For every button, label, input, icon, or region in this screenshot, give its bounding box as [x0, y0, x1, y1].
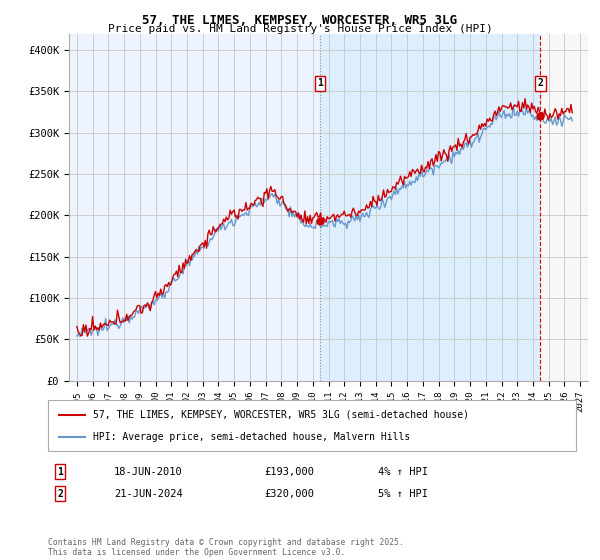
Text: 2: 2 — [57, 489, 63, 499]
Text: 1: 1 — [57, 466, 63, 477]
Text: HPI: Average price, semi-detached house, Malvern Hills: HPI: Average price, semi-detached house,… — [93, 432, 410, 442]
Text: 21-JUN-2024: 21-JUN-2024 — [114, 489, 183, 499]
Bar — [320, 34, 540, 381]
Text: 1: 1 — [317, 78, 323, 88]
Bar — [540, 34, 588, 381]
FancyBboxPatch shape — [48, 400, 576, 451]
Text: £193,000: £193,000 — [264, 466, 314, 477]
Text: 57, THE LIMES, KEMPSEY, WORCESTER, WR5 3LG: 57, THE LIMES, KEMPSEY, WORCESTER, WR5 3… — [143, 14, 458, 27]
Text: 4% ↑ HPI: 4% ↑ HPI — [378, 466, 428, 477]
Text: 18-JUN-2010: 18-JUN-2010 — [114, 466, 183, 477]
Text: 2: 2 — [537, 78, 543, 88]
Text: £320,000: £320,000 — [264, 489, 314, 499]
Bar — [540, 34, 588, 381]
Text: Contains HM Land Registry data © Crown copyright and database right 2025.
This d: Contains HM Land Registry data © Crown c… — [48, 538, 404, 557]
Text: 5% ↑ HPI: 5% ↑ HPI — [378, 489, 428, 499]
Text: Price paid vs. HM Land Registry's House Price Index (HPI): Price paid vs. HM Land Registry's House … — [107, 24, 493, 34]
Text: 57, THE LIMES, KEMPSEY, WORCESTER, WR5 3LG (semi-detached house): 57, THE LIMES, KEMPSEY, WORCESTER, WR5 3… — [93, 409, 469, 419]
